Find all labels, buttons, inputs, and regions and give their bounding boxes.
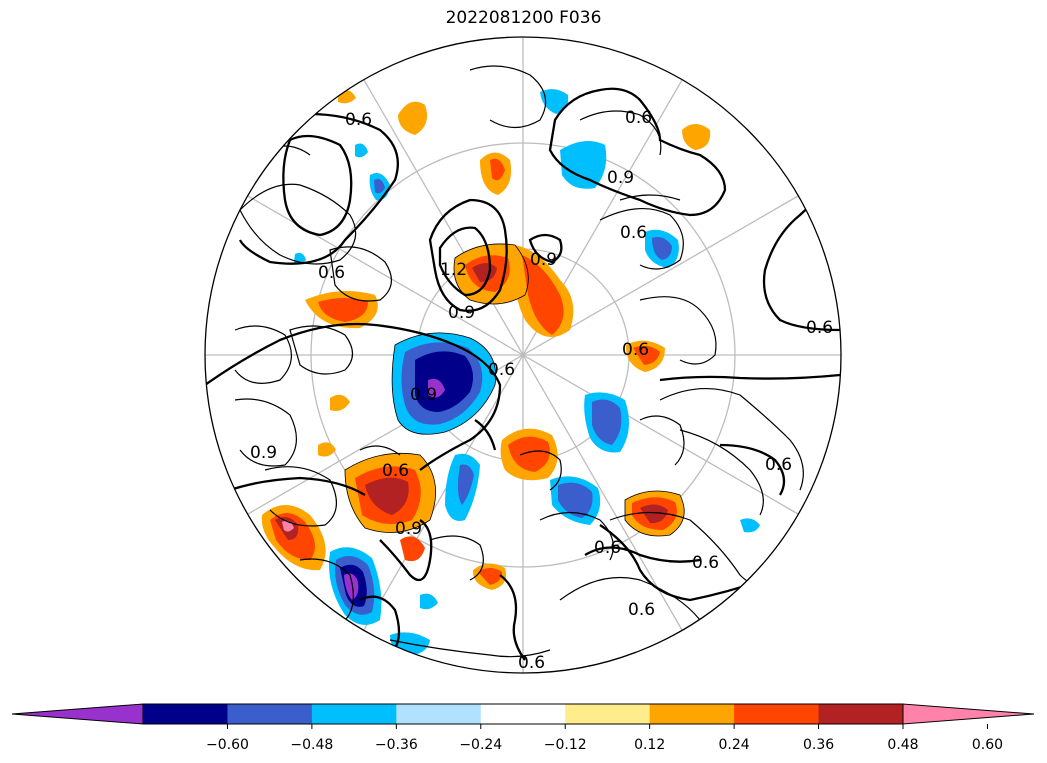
colorbar-tick-label: 0.12 xyxy=(634,737,665,753)
anomaly-shading xyxy=(261,89,760,656)
meridian-line xyxy=(247,195,799,515)
contour-label: 0.9 xyxy=(607,168,634,188)
warm-anomaly-patch xyxy=(330,394,350,411)
colorbar: −0.60 −0.48 −0.36 −0.24 −0.12 0.12 0.24 0.36 0.4… xyxy=(11,703,1035,753)
cold-anomaly-patch xyxy=(592,399,622,445)
contour-label: 0.6 xyxy=(345,110,372,130)
warm-anomaly-patch xyxy=(640,504,668,524)
cold-anomaly-patch xyxy=(740,518,760,533)
contour-label: 0.6 xyxy=(620,223,647,243)
cold-anomaly-patch xyxy=(560,141,607,189)
contour-label: 0.6 xyxy=(488,360,515,380)
contour-label: 0.9 xyxy=(250,443,277,463)
warm-anomaly-patch xyxy=(478,568,502,585)
warm-anomaly-patch xyxy=(682,124,711,150)
cold-anomaly-patch xyxy=(344,573,359,600)
warm-anomaly-patch xyxy=(318,298,368,322)
contour-label: 0.6 xyxy=(692,553,719,573)
contour-label: 0.6 xyxy=(625,108,652,128)
contour-label: 0.9 xyxy=(530,250,557,270)
cold-anomaly-patch xyxy=(355,143,368,158)
colorbar-tick-label: 0.36 xyxy=(803,737,834,753)
colorbar-segments xyxy=(12,704,1034,724)
contour-label: 0.6 xyxy=(622,340,649,360)
colorbar-tick-label: −0.36 xyxy=(375,737,418,753)
cold-anomaly-patch xyxy=(420,593,438,610)
cold-anomaly-patch xyxy=(540,89,569,114)
warm-anomaly-patch xyxy=(398,101,428,135)
contour-label: 0.6 xyxy=(382,461,409,481)
colorbar-tick-label: −0.24 xyxy=(459,737,502,753)
colorbar-segment xyxy=(143,704,228,724)
polar-map xyxy=(204,36,842,674)
colorbar-tick-label: 0.48 xyxy=(887,737,918,753)
contour-label: 0.9 xyxy=(395,519,422,539)
map-title: 2022081200 F036 xyxy=(445,8,602,28)
warm-anomaly-patch xyxy=(365,477,409,515)
contour-label: 0.6 xyxy=(518,653,545,673)
colorbar-segment xyxy=(565,704,651,724)
cold-anomaly-patch xyxy=(428,378,445,398)
colorbar-tick-label: −0.60 xyxy=(206,737,249,753)
colorbar-tick-label: −0.12 xyxy=(544,737,587,753)
warm-anomaly-patch xyxy=(490,158,505,181)
colorbar-extend-max xyxy=(903,704,1034,724)
warm-anomaly-patch xyxy=(400,536,425,562)
map-boundary xyxy=(204,36,842,674)
contour-label: 0.6 xyxy=(765,455,792,475)
contour-label-group: 0.6 0.6 0.9 0.6 0.9 1.2 0.9 0.6 0.6 0.6 … xyxy=(250,108,833,673)
warm-anomaly-patch xyxy=(318,442,336,457)
cold-anomaly-patch xyxy=(374,179,385,194)
contour-label: 0.6 xyxy=(318,263,345,283)
colorbar-segment xyxy=(311,704,397,724)
contour-label: 0.6 xyxy=(594,538,621,558)
contour-label: 1.2 xyxy=(440,260,467,280)
colorbar-tick-label: −0.48 xyxy=(290,737,333,753)
colorbar-tick-label: 0.24 xyxy=(719,737,750,753)
cold-anomaly-patch xyxy=(457,464,474,505)
cold-anomaly-patch xyxy=(558,482,593,518)
contour-lines xyxy=(205,87,841,661)
cold-anomaly-patch xyxy=(652,237,672,260)
warm-anomaly-patch xyxy=(633,345,660,365)
colorbar-segment xyxy=(649,704,735,724)
patch-outlines xyxy=(344,243,685,537)
contour-label: 0.6 xyxy=(806,318,833,338)
colorbar-ticks: −0.60 −0.48 −0.36 −0.24 −0.12 0.12 0.24 0.36 0.4… xyxy=(206,724,1003,753)
colorbar-segment xyxy=(227,704,313,724)
colorbar-segment xyxy=(818,704,904,724)
colorbar-extend-min xyxy=(12,704,143,724)
colorbar-segment xyxy=(734,704,820,724)
colorbar-frame xyxy=(142,703,904,725)
warm-anomaly-patch xyxy=(522,255,564,335)
colorbar-segment xyxy=(480,704,566,724)
colorbar-segment xyxy=(396,704,482,724)
cold-anomaly-patch xyxy=(415,351,474,412)
contour-label: 0.9 xyxy=(448,303,475,323)
contour-label: 0.9 xyxy=(410,385,437,405)
contour-label: 0.6 xyxy=(628,600,655,620)
warm-anomaly-patch xyxy=(508,436,550,472)
colorbar-tick-label: 0.60 xyxy=(972,737,1003,753)
